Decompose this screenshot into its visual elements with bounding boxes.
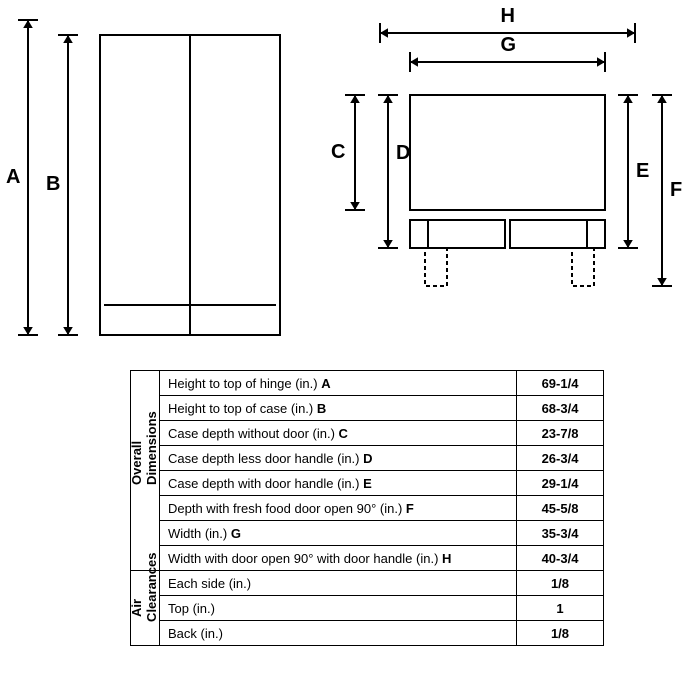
spec-desc: Height to top of hinge (in.) A [160,371,517,396]
spec-desc: Depth with fresh food door open 90° (in.… [160,496,517,521]
label-H: H [501,5,515,28]
spec-value: 68-3/4 [517,396,604,421]
spec-value: 26-3/4 [517,446,604,471]
spec-value: 40-3/4 [517,546,604,571]
spec-desc: Width (in.) G [160,521,517,546]
spec-desc: Case depth without door (in.) C [160,421,517,446]
spec-value: 1 [517,596,604,621]
spec-table: OverallDimensions Height to top of hinge … [130,370,604,646]
group-header-overall: OverallDimensions [130,457,160,485]
label-A: A [6,166,20,189]
spec-value: 1/8 [517,571,604,596]
spec-value: 23-7/8 [517,421,604,446]
spec-value: 1/8 [517,621,604,646]
spec-value: 35-3/4 [517,521,604,546]
spec-value: 45-5/8 [517,496,604,521]
dimension-diagram [0,0,700,360]
spec-desc: Each side (in.) [160,571,517,596]
spec-desc: Back (in.) [160,621,517,646]
label-C: C [331,141,345,164]
spec-desc: Case depth less door handle (in.) D [160,446,517,471]
spec-value: 29-1/4 [517,471,604,496]
label-B: B [46,173,60,196]
label-F: F [670,179,682,202]
group-header-air: AirClearances [130,594,160,622]
label-G: G [501,34,517,57]
spec-desc: Case depth with door handle (in.) E [160,471,517,496]
label-E: E [636,160,649,183]
spec-desc: Height to top of case (in.) B [160,396,517,421]
spec-desc: Top (in.) [160,596,517,621]
spec-value: 69-1/4 [517,371,604,396]
label-D: D [396,142,410,165]
spec-desc: Width with door open 90° with door handl… [160,546,517,571]
